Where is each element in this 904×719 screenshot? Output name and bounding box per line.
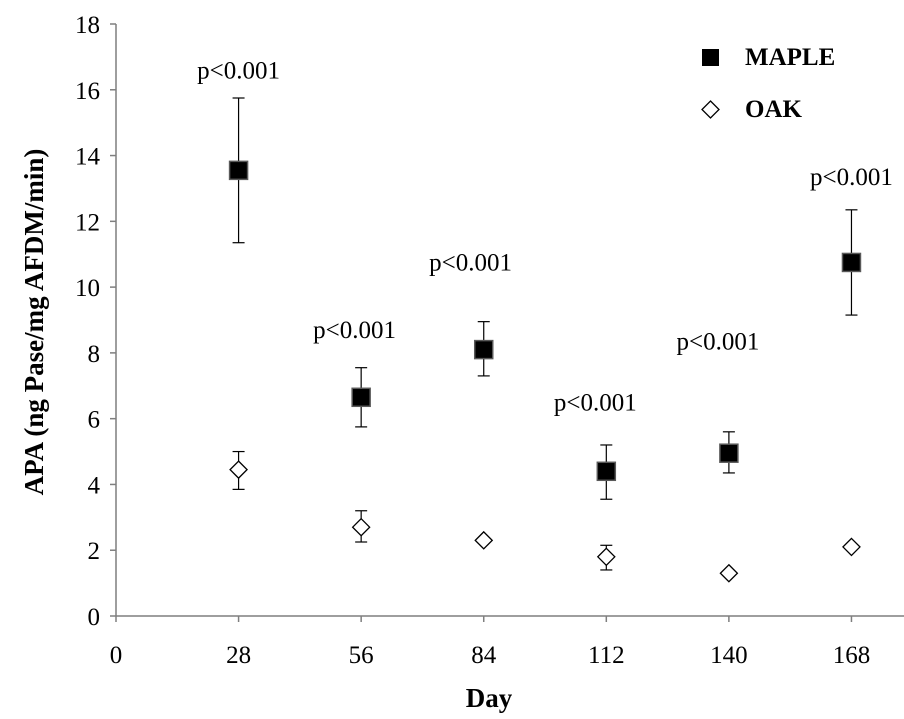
data-marks xyxy=(228,97,862,583)
maple-point xyxy=(841,252,862,273)
maple-point xyxy=(351,387,371,408)
x-tick-label: 112 xyxy=(588,642,625,669)
significance-label: p<0.001 xyxy=(429,250,512,277)
y-tick-label: 6 xyxy=(88,407,101,434)
significance-label: p<0.001 xyxy=(677,329,760,356)
x-tick-label: 0 xyxy=(110,642,123,669)
y-tick-label: 14 xyxy=(75,144,101,171)
axes: 0 2 4 6 8 10 12 14 16 18 0 28 56 84 112 140 168 xyxy=(75,12,904,669)
oak-point xyxy=(474,530,494,550)
y-tick-label: 4 xyxy=(88,472,101,499)
y-tick-label: 18 xyxy=(75,12,100,39)
maple-point xyxy=(228,160,249,181)
oak-point xyxy=(351,517,371,537)
significance-label: p<0.001 xyxy=(554,389,637,416)
oak-point xyxy=(229,460,248,480)
x-tick-label: 168 xyxy=(833,642,871,669)
x-tick-label: 140 xyxy=(710,642,748,669)
maple-point xyxy=(473,339,494,360)
significance-label: p<0.001 xyxy=(197,57,280,84)
x-tick-label: 56 xyxy=(349,642,374,669)
oak-point xyxy=(596,547,616,567)
oak-point xyxy=(842,537,861,557)
y-tick-label: 16 xyxy=(75,78,100,105)
significance-label: p<0.001 xyxy=(313,317,396,344)
y-axis-title: APA (ng Pase/mg AFDM/min) xyxy=(19,149,49,496)
y-tick-label: 8 xyxy=(88,341,101,368)
legend-label-maple: MAPLE xyxy=(745,44,835,71)
x-tick-label: 84 xyxy=(471,642,497,669)
maple-point xyxy=(596,461,617,482)
legend-label-oak: OAK xyxy=(745,96,803,123)
annotations: p<0.001 p<0.001 p<0.001 p<0.001 p<0.001 p<0.0… xyxy=(197,57,893,416)
y-tick-label: 0 xyxy=(88,604,101,631)
x-tick-label: 28 xyxy=(226,642,251,669)
legend: MAPLE OAK xyxy=(701,44,835,123)
maple-point xyxy=(719,443,739,463)
significance-label: p<0.001 xyxy=(810,164,893,191)
oak-point xyxy=(719,563,739,583)
y-tick-label: 12 xyxy=(75,209,100,236)
y-tick-label: 2 xyxy=(88,538,101,565)
legend-marker-maple xyxy=(702,49,719,66)
x-axis-title: Day xyxy=(466,683,513,713)
legend-marker-oak xyxy=(701,100,720,119)
y-tick-label: 10 xyxy=(75,275,100,302)
